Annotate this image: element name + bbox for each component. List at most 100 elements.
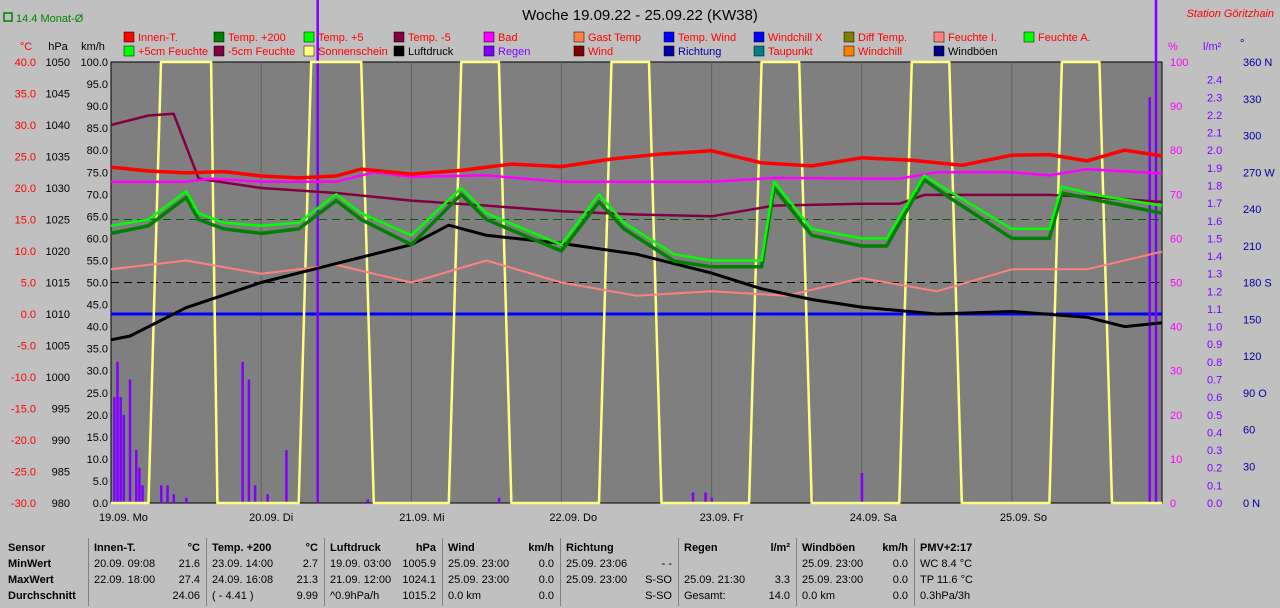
celsius-tick: -5.0 <box>17 341 36 353</box>
rain-tick: 0.8 <box>1207 357 1222 369</box>
stats-innen-avg-value: 24.06 <box>172 590 200 602</box>
stats-luftdruck-min-value: 1005.9 <box>402 558 436 570</box>
unit-percent: % <box>1168 41 1178 53</box>
stats-windboeen-column: Windböen km/h 25.09. 23:00 0.0 25.09. 23:0… <box>802 540 908 604</box>
celsius-tick: -20.0 <box>11 435 36 447</box>
stats-regen-header: Regen <box>684 542 718 554</box>
hpa-tick: 1040 <box>46 120 70 132</box>
hpa-tick: 995 <box>52 404 70 416</box>
hpa-tick: 980 <box>52 498 70 510</box>
series-line-luftdruck <box>110 223 1163 342</box>
rain-bar <box>160 485 163 503</box>
unit-degree: ° <box>1240 38 1244 50</box>
legend-label-row2-8: Taupunkt <box>768 46 813 58</box>
rain-bar <box>128 379 132 503</box>
kmh-tick: 40.0 <box>87 322 108 334</box>
statistics-panel: Sensor MinWert MaxWert Durchschnitt Inne… <box>0 536 1280 608</box>
direction-tick: 30 <box>1243 461 1255 473</box>
kmh-tick: 45.0 <box>87 300 108 312</box>
unit-kmh: km/h <box>81 41 105 53</box>
stats-pmv-trend: 0.3hPa/3h <box>920 590 971 602</box>
legend-label-row2-7: Richtung <box>678 46 721 58</box>
legend-label-11: Feuchte A. <box>1038 32 1091 44</box>
celsius-tick: 35.0 <box>15 89 36 101</box>
rain-tick: 1.0 <box>1207 322 1222 334</box>
kmh-tick: 10.0 <box>87 454 108 466</box>
rain-tick: 0.9 <box>1207 339 1222 351</box>
stats-richtung-max-time: 25.09. 23:00 <box>566 574 628 586</box>
rain-bar <box>113 397 116 503</box>
legend-label-4: Temp. -5 <box>408 32 451 44</box>
hpa-tick: 990 <box>52 435 70 447</box>
rain-bar <box>704 492 707 503</box>
hpa-tick: 1000 <box>46 372 70 384</box>
rain-bar <box>122 414 126 503</box>
legend-label-row2-1: +5cm Feuchte <box>138 46 208 58</box>
legend-label-row2-9: Windchill <box>858 46 902 58</box>
hpa-tick: 1025 <box>46 215 70 227</box>
kmh-tick: 25.0 <box>87 388 108 400</box>
direction-tick: 300 <box>1243 131 1261 143</box>
direction-tick: 60 <box>1243 425 1255 437</box>
kmh-tick: 65.0 <box>87 211 108 223</box>
legend-swatch-row2-8 <box>753 45 765 57</box>
stats-pmv-windchill: WC 8.4 °C <box>920 558 973 570</box>
percent-tick: 50 <box>1170 278 1182 290</box>
legend-swatch-8 <box>753 31 765 43</box>
stats-innen-unit: °C <box>187 542 200 554</box>
weather-chart: 14.4 Monat-Ø Woche 19.09.22 - 25.09.22 (… <box>3 0 1275 524</box>
direction-tick: 0 N <box>1243 498 1260 510</box>
kmh-tick: 60.0 <box>87 233 108 245</box>
legend-label-row2-2: -5cm Feuchte <box>228 46 295 58</box>
stats-regen-unit: l/m² <box>770 542 790 554</box>
stats-windboeen-min-time: 25.09. 23:00 <box>802 558 864 570</box>
day-label: 22.09. Do <box>549 512 597 524</box>
stats-windboeen-distance: 0.0 km <box>802 590 836 602</box>
hpa-tick: 1045 <box>46 89 70 101</box>
stats-avg-label: Durchschnitt <box>8 590 76 602</box>
legend-label-1: Innen-T. <box>138 32 178 44</box>
legend-swatch-6 <box>573 31 585 43</box>
kmh-tick: 20.0 <box>87 410 108 422</box>
series-line-bad <box>111 167 1163 183</box>
hpa-tick: 985 <box>52 467 70 479</box>
legend-swatch-row2-1 <box>123 45 135 57</box>
hpa-tick: 1030 <box>46 183 70 195</box>
rain-bar <box>247 379 251 503</box>
percent-tick: 0 <box>1170 498 1176 510</box>
percent-tick: 60 <box>1170 233 1182 245</box>
stats-richtung-header: Richtung <box>566 542 614 554</box>
legend-label-row2-6: Wind <box>588 46 613 58</box>
celsius-tick: 0.0 <box>21 309 36 321</box>
celsius-tick: 5.0 <box>21 278 36 290</box>
hpa-tick: 1050 <box>46 57 70 69</box>
stats-wind-min-value: 0.0 <box>538 558 554 570</box>
legend-swatch-11 <box>1023 31 1035 43</box>
percent-tick: 70 <box>1170 189 1182 201</box>
celsius-tick: 10.0 <box>15 246 36 258</box>
stats-richtung-min-value: - - <box>661 558 672 570</box>
kmh-tick: 100.0 <box>80 57 108 69</box>
stats-regen-column: Regen l/m² 25.09. 21:30 3.3 Gesamt: 14.0 <box>684 540 790 604</box>
rain-bar <box>860 473 864 503</box>
rain-tick: 2.0 <box>1207 145 1222 157</box>
stats-windboeen-max-value: 0.0 <box>892 574 908 586</box>
stats-temp200-min-value: 2.7 <box>302 558 318 570</box>
rain-tick: 1.4 <box>1207 251 1222 263</box>
legend-label-5: Bad <box>498 32 518 44</box>
series-line-sonnenschein <box>111 60 1162 505</box>
stats-temp200-max-value: 21.3 <box>296 574 318 586</box>
rain-tick: 2.3 <box>1207 92 1222 104</box>
stats-luftdruck-trend: ^0.9hPa/h <box>330 590 380 602</box>
rain-tick: 1.5 <box>1207 233 1222 245</box>
stats-richtung-max-value: S-SO <box>645 574 672 586</box>
day-label: 23.09. Fr <box>700 512 744 524</box>
legend-swatch-row2-6 <box>573 45 585 57</box>
stats-regen-max-time: 25.09. 21:30 <box>684 574 746 586</box>
rain-bar <box>135 450 138 503</box>
month-average-label: 14.4 Monat-Ø <box>16 13 84 25</box>
direction-tick: 180 S <box>1243 278 1272 290</box>
day-label: 21.09. Mi <box>399 512 444 524</box>
celsius-tick: -10.0 <box>11 372 36 384</box>
day-label: 25.09. So <box>1000 512 1047 524</box>
